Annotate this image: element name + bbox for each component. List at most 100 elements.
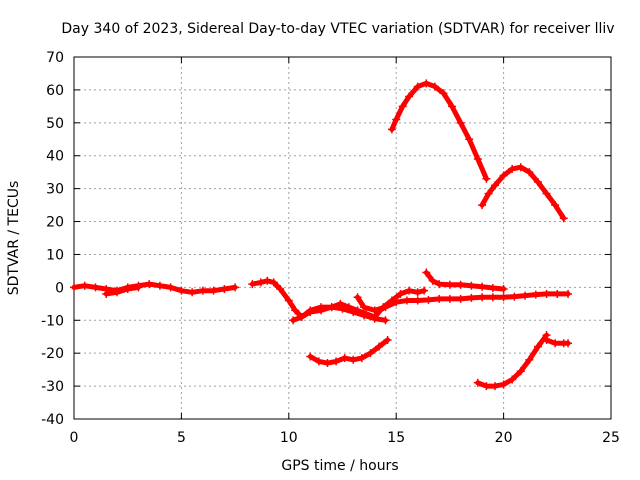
data-point <box>456 294 465 303</box>
data-point <box>533 342 542 351</box>
series-line <box>307 337 391 366</box>
data-point <box>467 281 476 290</box>
data-point <box>551 339 560 348</box>
data-point <box>491 181 500 190</box>
data-point <box>422 268 431 277</box>
y-tick-label: 70 <box>46 50 64 66</box>
data-point <box>166 283 175 292</box>
x-axis-title: GPS time / hours <box>281 458 398 474</box>
y-tick-label: 10 <box>46 247 64 263</box>
data-point <box>405 92 414 101</box>
series-track-11 <box>542 336 573 348</box>
data-point <box>198 286 207 295</box>
data-point <box>387 125 396 134</box>
data-point <box>413 296 422 305</box>
data-point <box>499 171 508 180</box>
data-point <box>525 168 534 177</box>
y-tick-label: -20 <box>41 346 64 362</box>
data-point <box>531 290 540 299</box>
x-tick-label: 5 <box>177 430 186 446</box>
data-point <box>510 292 519 301</box>
data-point <box>349 355 358 364</box>
data-point <box>402 296 411 305</box>
data-point <box>542 336 551 345</box>
data-point <box>340 354 349 363</box>
data-point <box>70 283 78 292</box>
data-point <box>155 281 164 290</box>
data-point <box>91 283 100 292</box>
series-track-2 <box>102 283 143 298</box>
series-line <box>103 284 141 297</box>
axis-ticks <box>73 56 612 420</box>
x-tick-label: 0 <box>70 430 79 446</box>
data-point <box>383 336 392 345</box>
data-point <box>359 303 368 312</box>
series-track-3 <box>248 276 429 321</box>
x-tick-label: 10 <box>280 430 298 446</box>
x-tick-label: 20 <box>495 430 513 446</box>
y-tick-label: 50 <box>46 116 64 132</box>
series-track-8 <box>387 79 491 183</box>
data-point <box>263 276 272 285</box>
data-point <box>499 380 508 389</box>
data-point <box>359 311 368 320</box>
data-point <box>491 382 500 391</box>
data-point <box>521 291 530 300</box>
data-point <box>220 285 229 294</box>
data-point <box>297 312 306 321</box>
data-point <box>516 163 525 172</box>
data-point <box>424 295 433 304</box>
data-point <box>551 201 560 210</box>
data-point <box>484 189 493 198</box>
series-line <box>290 304 388 323</box>
data-point <box>542 189 551 198</box>
y-tick-label: 30 <box>46 182 64 198</box>
data-point <box>533 178 542 187</box>
data-point <box>392 298 401 307</box>
data-point <box>209 286 218 295</box>
data-point <box>439 89 448 98</box>
data-point <box>420 286 429 295</box>
data-point <box>499 285 508 294</box>
data-point <box>478 293 487 302</box>
data-point <box>559 214 568 223</box>
chart-title: Day 340 of 2023, Sidereal Day-to-day VTE… <box>61 21 614 37</box>
data-point <box>467 293 476 302</box>
series-track-1 <box>70 280 240 297</box>
data-point <box>508 164 517 173</box>
data-point <box>456 280 465 289</box>
series-line <box>479 164 567 221</box>
y-tick-labels: -40 -30 -20 -10 0 10 20 30 40 50 60 70 <box>41 50 64 428</box>
data-point <box>291 306 300 315</box>
data-point <box>289 316 298 325</box>
data-point <box>349 308 358 317</box>
series-track-4 <box>289 303 390 325</box>
data-point <box>422 79 431 88</box>
y-tick-label: 20 <box>46 215 64 231</box>
plot-frame <box>73 56 612 420</box>
data-point <box>465 135 474 144</box>
data-point <box>542 289 551 298</box>
data-point <box>317 306 326 315</box>
data-point <box>473 378 482 387</box>
data-point <box>366 349 375 358</box>
data-point <box>381 316 390 325</box>
data-point <box>482 382 491 391</box>
y-tick-label: -10 <box>41 313 64 329</box>
data-point <box>516 367 525 376</box>
data-point <box>231 283 240 292</box>
x-tick-label: 15 <box>387 430 405 446</box>
data-point <box>357 354 366 363</box>
y-tick-label: 60 <box>46 83 64 99</box>
data-series <box>70 79 573 391</box>
data-point <box>269 278 278 287</box>
series-line <box>389 80 489 182</box>
data-point <box>306 352 315 361</box>
data-point <box>488 284 497 293</box>
data-point <box>112 288 121 297</box>
data-point <box>353 293 362 302</box>
data-point <box>375 342 384 351</box>
data-point <box>177 286 186 295</box>
data-point <box>564 339 573 348</box>
